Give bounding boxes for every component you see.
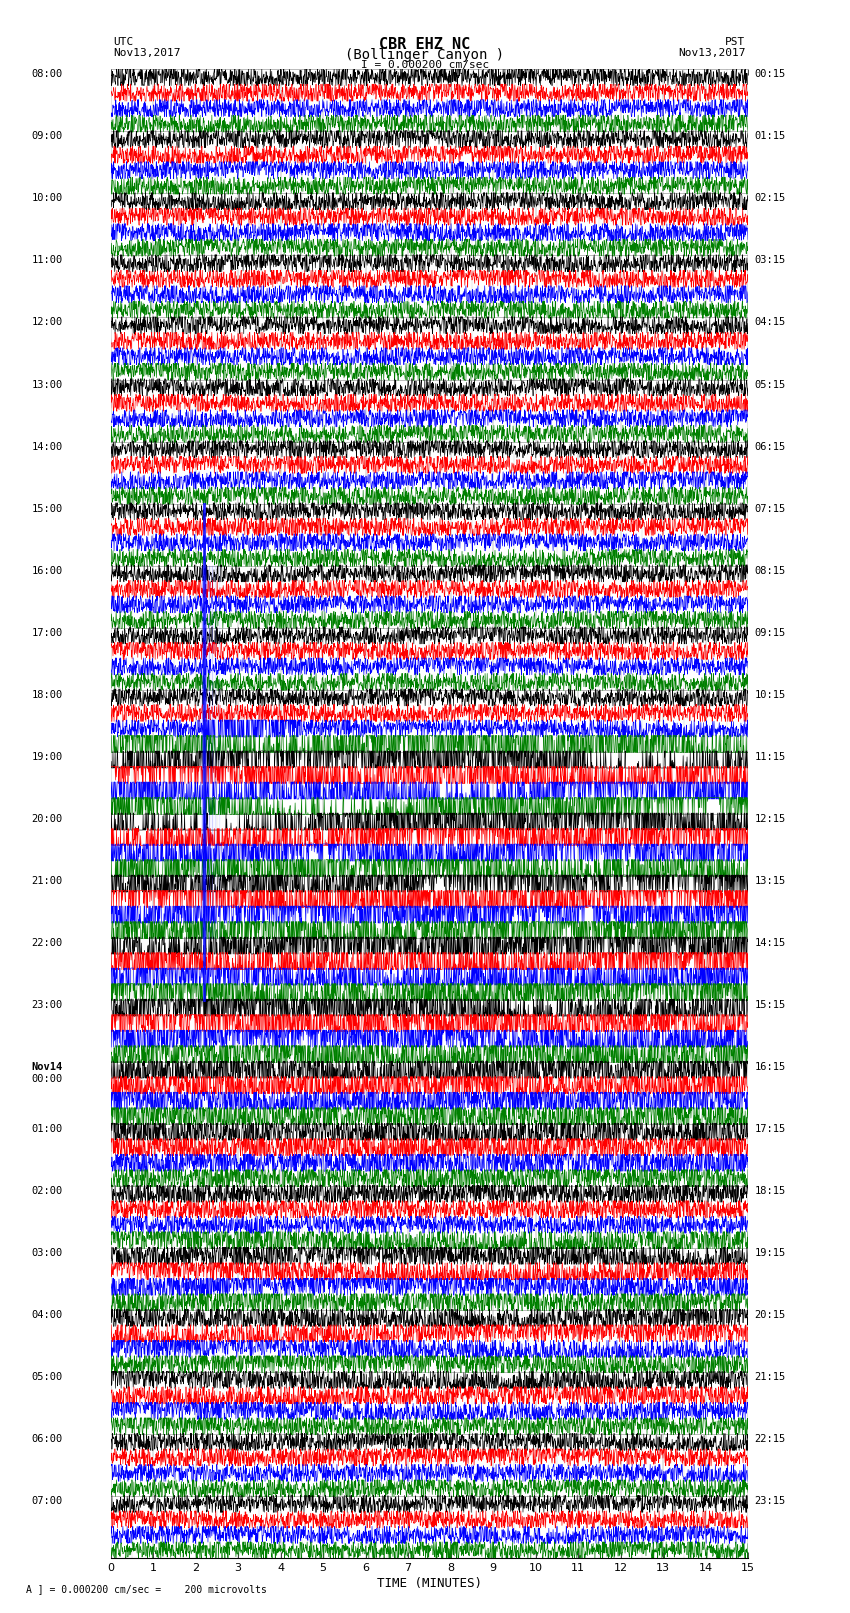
Text: I = 0.000200 cm/sec: I = 0.000200 cm/sec [361,60,489,69]
Text: 12:00: 12:00 [31,318,63,327]
Text: 17:15: 17:15 [755,1124,785,1134]
Text: 04:15: 04:15 [755,318,785,327]
Text: UTC: UTC [113,37,133,47]
Text: 15:15: 15:15 [755,1000,785,1010]
Text: 11:15: 11:15 [755,752,785,761]
Text: 05:00: 05:00 [31,1373,63,1382]
Text: CBR EHZ NC: CBR EHZ NC [379,37,471,52]
Text: Nov13,2017: Nov13,2017 [113,48,180,58]
Text: 00:15: 00:15 [755,69,785,79]
Text: PST: PST [725,37,745,47]
Text: 13:15: 13:15 [755,876,785,886]
Text: 19:15: 19:15 [755,1248,785,1258]
Text: 06:15: 06:15 [755,442,785,452]
Text: Nov13,2017: Nov13,2017 [678,48,745,58]
Text: 02:15: 02:15 [755,194,785,203]
Text: 07:15: 07:15 [755,503,785,513]
Text: 10:15: 10:15 [755,690,785,700]
Text: 05:15: 05:15 [755,379,785,389]
Text: (Bollinger Canyon ): (Bollinger Canyon ) [345,48,505,63]
Text: 10:00: 10:00 [31,194,63,203]
Text: 12:15: 12:15 [755,815,785,824]
Text: 01:00: 01:00 [31,1124,63,1134]
Text: 00:00: 00:00 [31,1074,63,1084]
Text: 18:15: 18:15 [755,1186,785,1195]
Text: 11:00: 11:00 [31,255,63,266]
Text: 09:00: 09:00 [31,131,63,142]
Text: 20:15: 20:15 [755,1310,785,1319]
Text: 04:00: 04:00 [31,1310,63,1319]
Text: 08:15: 08:15 [755,566,785,576]
Text: 14:00: 14:00 [31,442,63,452]
Text: 03:15: 03:15 [755,255,785,266]
Text: 21:00: 21:00 [31,876,63,886]
Text: 22:00: 22:00 [31,937,63,948]
X-axis label: TIME (MINUTES): TIME (MINUTES) [377,1578,482,1590]
Text: 09:15: 09:15 [755,627,785,637]
Text: 03:00: 03:00 [31,1248,63,1258]
Text: 15:00: 15:00 [31,503,63,513]
Text: A ] = 0.000200 cm/sec =    200 microvolts: A ] = 0.000200 cm/sec = 200 microvolts [26,1584,266,1594]
Text: 13:00: 13:00 [31,379,63,389]
Text: 14:15: 14:15 [755,937,785,948]
Text: 02:00: 02:00 [31,1186,63,1195]
Text: 21:15: 21:15 [755,1373,785,1382]
Text: 20:00: 20:00 [31,815,63,824]
Text: 19:00: 19:00 [31,752,63,761]
Text: 23:00: 23:00 [31,1000,63,1010]
Text: 16:00: 16:00 [31,566,63,576]
Text: 01:15: 01:15 [755,131,785,142]
Text: 16:15: 16:15 [755,1061,785,1073]
Text: 06:00: 06:00 [31,1434,63,1444]
Text: 23:15: 23:15 [755,1497,785,1507]
Text: 08:00: 08:00 [31,69,63,79]
Text: 17:00: 17:00 [31,627,63,637]
Text: 22:15: 22:15 [755,1434,785,1444]
Text: 18:00: 18:00 [31,690,63,700]
Text: Nov14: Nov14 [31,1061,63,1073]
Text: 07:00: 07:00 [31,1497,63,1507]
